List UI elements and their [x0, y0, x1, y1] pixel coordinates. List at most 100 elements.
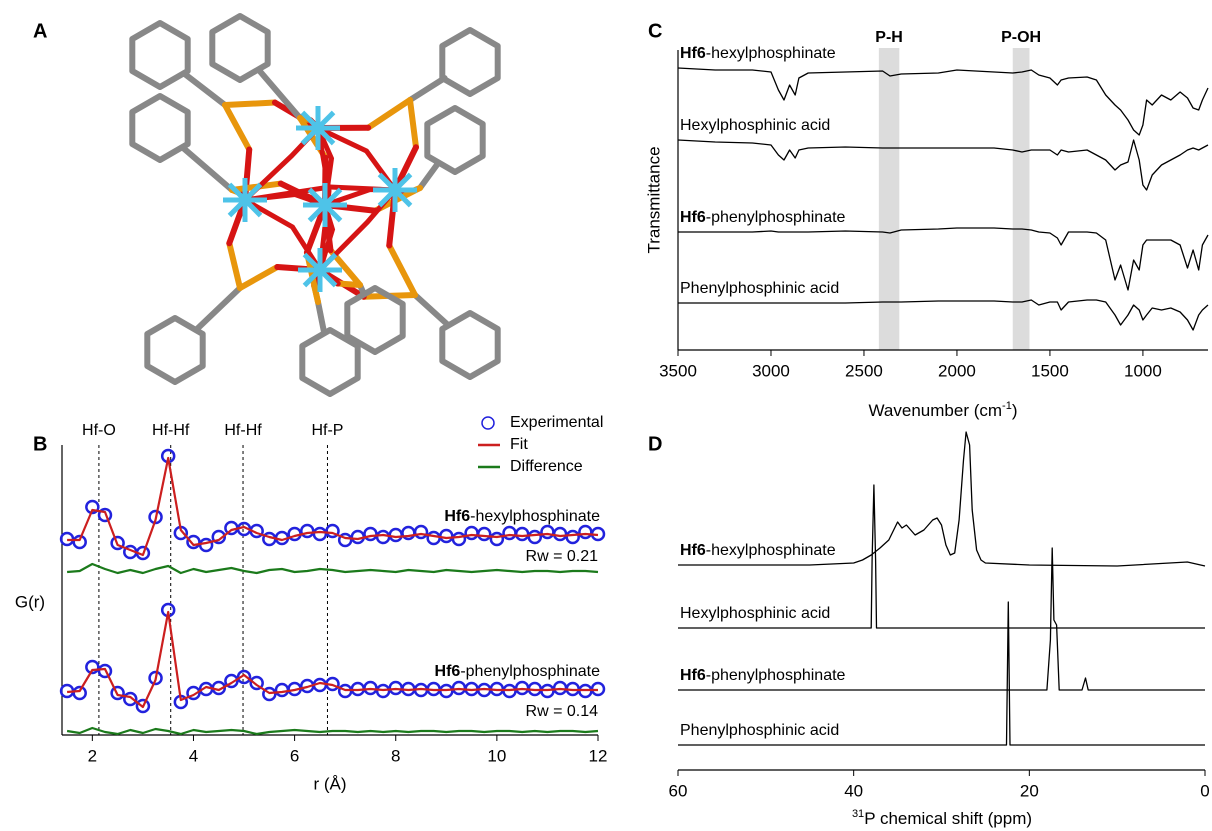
fit-label: Rw = 0.14 — [526, 703, 599, 720]
data-point — [491, 533, 503, 545]
sample-label: Hf6-hexylphosphinate — [680, 542, 836, 559]
bond — [389, 246, 415, 296]
bond — [410, 78, 445, 100]
sample-label: Hf6-phenylphosphinate — [435, 663, 601, 680]
sample-label-part: -hexylphosphinate — [470, 508, 600, 525]
data-point — [415, 526, 427, 538]
sample-label: Hf6-phenylphosphinate — [680, 209, 846, 226]
phenyl-ring — [147, 318, 202, 382]
x-tick-label: 2 — [88, 746, 97, 765]
x-axis-label: 31P chemical shift (ppm) — [852, 808, 1032, 829]
data-point — [187, 536, 199, 548]
bond — [415, 295, 448, 325]
data-point — [453, 533, 465, 545]
sample-label-part: -phenylphosphinate — [706, 209, 846, 226]
sample-label-part: Hf6 — [680, 542, 706, 559]
sample-label-part: Hf6 — [435, 663, 461, 680]
sample-label-part: Hexylphosphinic acid — [680, 117, 830, 134]
data-line — [67, 728, 598, 734]
bond — [410, 100, 416, 147]
phenyl-ring — [132, 96, 187, 160]
band — [1013, 48, 1030, 350]
sample-label-part: Hf6 — [680, 45, 706, 62]
sample-label-part: Hexylphosphinic acid — [680, 605, 830, 622]
data-point — [504, 527, 516, 539]
sample-label: Hf6-phenylphosphinate — [680, 667, 846, 684]
sample-label-part: Hf6 — [444, 508, 470, 525]
bond — [197, 288, 240, 329]
data-line — [67, 564, 598, 573]
data-line — [678, 300, 1208, 330]
data-point — [440, 530, 452, 542]
sample-label: Phenylphosphinic acid — [680, 280, 839, 297]
bond — [260, 71, 300, 118]
bond — [225, 103, 275, 105]
x-tick-label: 1000 — [1124, 361, 1162, 380]
bond — [240, 267, 277, 288]
data-point — [200, 539, 212, 551]
sample-label: Hf6-hexylphosphinate — [444, 508, 600, 525]
x-axis-label: Wavenumber (cm-1) — [869, 400, 1018, 421]
panel-label: B — [33, 433, 47, 455]
data-point — [567, 531, 579, 543]
data-point — [529, 531, 541, 543]
legend-label: Fit — [510, 436, 528, 453]
bond — [318, 302, 324, 333]
sample-label: Hexylphosphinic acid — [680, 117, 830, 134]
sample-label-part: -phenylphosphinate — [460, 663, 600, 680]
bond — [184, 73, 225, 105]
bond — [225, 105, 249, 150]
x-tick-label: 6 — [290, 746, 299, 765]
data-point — [554, 528, 566, 540]
sample-label: Phenylphosphinic acid — [680, 722, 839, 739]
data-line — [678, 140, 1208, 190]
y-axis-label: Transmittance — [644, 146, 663, 253]
phenyl-ring — [132, 23, 187, 87]
molecule — [132, 16, 497, 394]
reference-label: Hf-Hf — [224, 422, 262, 439]
data-point — [390, 529, 402, 541]
figure: A B24681012r (Å)G(r)Hf-OHf-HfHf-HfHf-PEx… — [0, 0, 1212, 831]
sample-label-part: -hexylphosphinate — [706, 45, 836, 62]
x-tick-label: 20 — [1020, 781, 1039, 800]
x-axis-label-part: P chemical shift (ppm) — [864, 809, 1032, 828]
panel-label: D — [648, 433, 662, 455]
phenyl-ring — [427, 108, 482, 172]
data-point — [516, 528, 528, 540]
sample-label-part: Phenylphosphinic acid — [680, 280, 839, 297]
data-point — [478, 528, 490, 540]
band — [879, 48, 899, 350]
y-axis-label: G(r) — [15, 592, 45, 611]
panel-label: C — [648, 20, 662, 42]
x-axis-label-part: 31 — [852, 808, 864, 820]
sample-label-part: Hf6 — [680, 667, 706, 684]
data-point — [428, 532, 440, 544]
reference-label: Hf-P — [311, 422, 343, 439]
data-point — [74, 687, 86, 699]
x-axis-label-part: ) — [1012, 401, 1018, 420]
legend-label: Difference — [510, 458, 583, 475]
sample-label-part: -hexylphosphinate — [706, 542, 836, 559]
x-tick-label: 0 — [1200, 781, 1209, 800]
x-tick-label: 12 — [589, 746, 608, 765]
data-point — [314, 528, 326, 540]
data-point — [276, 684, 288, 696]
x-tick-label: 8 — [391, 746, 400, 765]
reference-label: Hf-O — [82, 422, 116, 439]
data-point — [541, 526, 553, 538]
sample-label-part: -phenylphosphinate — [706, 667, 846, 684]
bond — [183, 148, 232, 190]
x-tick-label: 1500 — [1031, 361, 1069, 380]
x-tick-label: 2000 — [938, 361, 976, 380]
x-tick-label: 3000 — [752, 361, 790, 380]
sample-label-part: Phenylphosphinic acid — [680, 722, 839, 739]
sample-label: Hexylphosphinic acid — [680, 605, 830, 622]
band-label: P-H — [875, 29, 903, 46]
phenyl-ring — [442, 30, 497, 94]
x-axis-label-part: -1 — [1002, 400, 1012, 412]
x-tick-label: 3500 — [659, 361, 697, 380]
reference-label: Hf-Hf — [152, 422, 190, 439]
panel-label: A — [33, 20, 47, 42]
data-point — [301, 525, 313, 537]
x-axis-label: r (Å) — [313, 774, 346, 793]
